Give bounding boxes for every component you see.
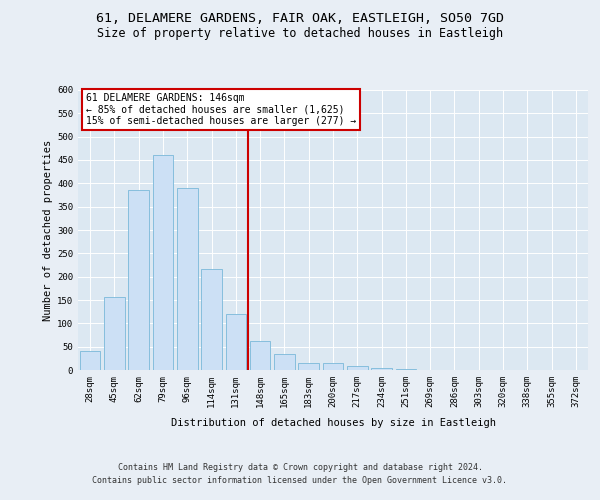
Text: Distribution of detached houses by size in Eastleigh: Distribution of detached houses by size …	[170, 418, 496, 428]
Bar	[226, 314, 246, 370]
Bar	[201, 268, 222, 370]
Bar	[250, 341, 271, 370]
Bar	[128, 190, 149, 370]
Bar	[80, 352, 100, 370]
Bar	[274, 354, 295, 370]
Bar	[371, 368, 392, 370]
Bar	[323, 363, 343, 370]
Text: 61 DELAMERE GARDENS: 146sqm
← 85% of detached houses are smaller (1,625)
15% of : 61 DELAMERE GARDENS: 146sqm ← 85% of det…	[86, 93, 356, 126]
Bar	[298, 363, 319, 370]
Bar	[152, 156, 173, 370]
Text: 61, DELAMERE GARDENS, FAIR OAK, EASTLEIGH, SO50 7GD: 61, DELAMERE GARDENS, FAIR OAK, EASTLEIG…	[96, 12, 504, 26]
Bar	[347, 366, 368, 370]
Bar	[177, 188, 197, 370]
Bar	[104, 296, 125, 370]
Text: Contains HM Land Registry data © Crown copyright and database right 2024.: Contains HM Land Registry data © Crown c…	[118, 462, 482, 471]
Text: Size of property relative to detached houses in Eastleigh: Size of property relative to detached ho…	[97, 28, 503, 40]
Text: Contains public sector information licensed under the Open Government Licence v3: Contains public sector information licen…	[92, 476, 508, 485]
Y-axis label: Number of detached properties: Number of detached properties	[43, 140, 53, 320]
Bar	[395, 368, 416, 370]
